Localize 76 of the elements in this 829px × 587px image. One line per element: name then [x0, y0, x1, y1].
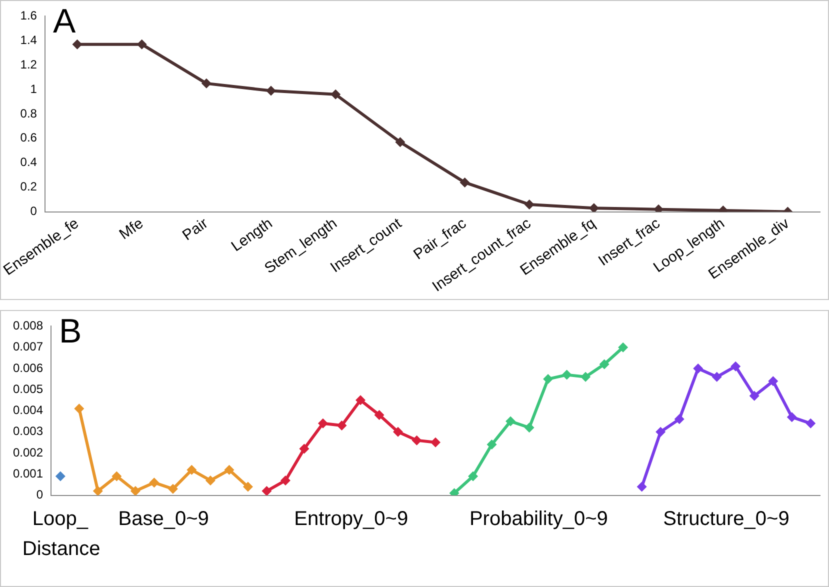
point — [330, 89, 341, 100]
x-tick-label: Mfe — [116, 214, 147, 244]
point — [599, 359, 610, 370]
y-tick-label: 1.2 — [20, 57, 38, 72]
y-tick-label: 0.003 — [13, 424, 44, 438]
y-tick-label: 1 — [30, 82, 38, 96]
point — [506, 416, 516, 426]
point — [201, 78, 212, 88]
point — [395, 137, 406, 148]
y-tick-label: 0.2 — [20, 180, 38, 194]
point — [806, 418, 816, 428]
point — [136, 39, 147, 50]
point — [656, 426, 666, 437]
point — [588, 203, 599, 212]
point — [460, 177, 470, 188]
point — [374, 410, 384, 420]
point — [55, 471, 66, 482]
point — [562, 370, 572, 380]
y-tick-label: 0.004 — [13, 403, 44, 418]
point — [355, 395, 366, 406]
y-tick-label: 0 — [36, 488, 44, 502]
y-tick-label: 0.002 — [13, 445, 44, 460]
y-tick-label: 0.005 — [13, 382, 44, 396]
y-tick-label: 0.008 — [13, 318, 44, 333]
point — [524, 422, 534, 433]
x-tick-label: Pair — [179, 214, 212, 244]
y-tick-label: 0.8 — [20, 106, 38, 120]
chart-title: B — [59, 312, 82, 351]
text: Loop_ Distance — [22, 508, 100, 560]
y-tick-label: 0.4 — [20, 155, 38, 170]
point — [92, 486, 103, 496]
point — [412, 435, 422, 446]
point — [280, 475, 290, 486]
point — [149, 478, 160, 488]
point — [730, 361, 741, 372]
point — [674, 414, 684, 424]
point — [618, 342, 628, 352]
point — [712, 372, 722, 382]
y-tick-label: 0.6 — [20, 130, 38, 145]
point — [636, 482, 647, 492]
point — [524, 199, 534, 210]
text: Structure_0~9 — [663, 508, 790, 530]
point — [393, 426, 404, 437]
point — [242, 482, 253, 492]
point — [168, 484, 178, 494]
point — [768, 376, 778, 386]
point — [262, 486, 272, 496]
point — [72, 39, 82, 50]
point — [430, 437, 441, 448]
point — [74, 404, 84, 414]
point — [580, 372, 591, 382]
y-tick-label: 0.007 — [13, 340, 44, 354]
text: Base_0~9 — [118, 508, 209, 530]
point — [786, 412, 797, 422]
point — [318, 418, 328, 428]
point — [749, 390, 760, 401]
text: Probability_0~9 — [469, 508, 608, 530]
point — [266, 86, 276, 96]
text: Entropy_0~9 — [294, 508, 408, 530]
y-tick-label: 0.006 — [13, 360, 44, 375]
point — [486, 440, 497, 450]
point — [468, 471, 478, 482]
point — [224, 464, 234, 475]
y-tick-label: 0 — [30, 204, 38, 218]
point — [299, 444, 310, 454]
point — [130, 486, 140, 496]
point — [543, 374, 554, 384]
y-tick-label: 0.001 — [13, 466, 44, 480]
point — [693, 363, 704, 374]
chart-title: A — [52, 2, 76, 41]
point — [186, 464, 197, 475]
point — [205, 475, 216, 486]
point — [112, 471, 122, 482]
point — [336, 420, 347, 431]
y-tick-label: 1.6 — [20, 8, 38, 23]
y-tick-label: 1.4 — [20, 32, 38, 47]
